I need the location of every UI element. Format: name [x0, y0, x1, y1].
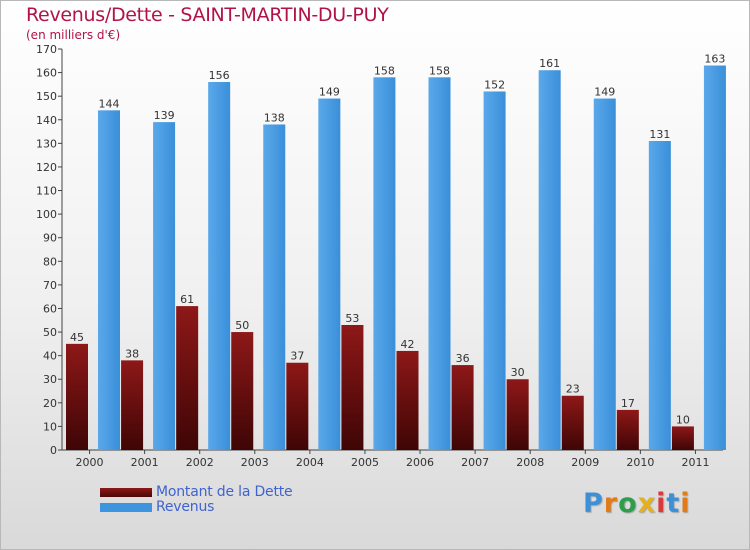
x-tick-label: 2001	[131, 456, 159, 469]
data-label-revenue: 144	[99, 97, 120, 110]
data-label-debt: 36	[456, 352, 470, 365]
y-tick-label: 120	[36, 161, 57, 174]
data-label-revenue: 139	[154, 109, 175, 122]
x-tick-label: 2010	[626, 456, 654, 469]
legend-label-revenue: Revenus	[156, 499, 215, 515]
x-tick-label: 2000	[76, 456, 104, 469]
data-label-debt: 30	[511, 366, 525, 379]
x-tick-label: 2006	[406, 456, 434, 469]
logo-letter: i	[656, 488, 667, 519]
bar-debt	[66, 343, 88, 450]
logo-letter: x	[637, 488, 657, 519]
bar-debt	[121, 360, 144, 450]
x-tick-label: 2004	[296, 456, 324, 469]
bar-debt	[341, 324, 364, 450]
bar-revenue	[373, 77, 396, 451]
y-tick-label: 0	[50, 444, 57, 457]
data-label-revenue: 163	[704, 53, 725, 66]
data-label-revenue: 138	[264, 111, 285, 124]
y-tick-label: 140	[36, 114, 57, 127]
bars: 45 144 38 139 61 156 50 138 37 149 53 158 42 158 36 152…	[66, 53, 726, 451]
bar-debt	[561, 395, 584, 450]
bar-debt	[231, 332, 254, 450]
y-tick-label: 170	[36, 43, 57, 56]
x-tick-label: 2011	[681, 456, 709, 469]
bar-revenue	[428, 77, 451, 451]
bar-debt	[396, 350, 419, 450]
bar-debt	[671, 426, 694, 450]
logo-letter: i	[680, 488, 691, 519]
bar-revenue	[538, 70, 561, 451]
proxiti-logo: Proxiti	[583, 488, 691, 519]
logo-letter: r	[603, 488, 619, 519]
data-label-debt: 23	[566, 383, 580, 396]
bar-revenue	[593, 98, 616, 451]
y-tick-label: 50	[43, 326, 57, 339]
data-label-debt: 45	[70, 331, 84, 344]
data-label-revenue: 131	[649, 128, 670, 141]
y-tick-label: 110	[36, 185, 57, 198]
data-label-debt: 61	[180, 293, 194, 306]
data-label-debt: 38	[125, 347, 139, 360]
chart-title: Revenus/Dette - SAINT-MARTIN-DU-PUY	[26, 4, 389, 26]
data-label-debt: 53	[345, 312, 359, 325]
data-label-debt: 17	[621, 397, 635, 410]
data-label-revenue: 158	[374, 64, 395, 77]
legend-swatch-revenue	[100, 503, 152, 512]
y-tick-label: 130	[36, 137, 57, 150]
bar-debt	[616, 409, 639, 450]
bar-revenue	[208, 82, 231, 450]
logo-letter: P	[583, 488, 604, 519]
y-tick-label: 160	[36, 67, 57, 80]
bar-revenue	[153, 122, 176, 450]
bar-revenue	[318, 98, 341, 451]
y-tick-label: 10	[43, 420, 57, 433]
legend-swatch-debt	[100, 488, 152, 497]
data-label-revenue: 149	[594, 86, 615, 99]
bar-revenue	[648, 140, 671, 450]
y-tick-label: 80	[43, 255, 57, 268]
bar-debt	[451, 365, 474, 450]
logo-letter: o	[618, 488, 638, 519]
bar-revenue	[483, 91, 506, 450]
data-label-revenue: 156	[209, 69, 230, 82]
y-tick-label: 100	[36, 208, 57, 221]
y-tick-label: 60	[43, 302, 57, 315]
x-tick-label: 2007	[461, 456, 489, 469]
y-tick-label: 150	[36, 90, 57, 103]
data-label-revenue: 152	[484, 78, 505, 91]
data-label-revenue: 158	[429, 64, 450, 77]
logo-letter: t	[666, 488, 681, 519]
y-tick-label: 90	[43, 232, 57, 245]
bar-revenue	[263, 124, 286, 450]
x-tick-label: 2009	[571, 456, 599, 469]
y-tick-label: 20	[43, 397, 57, 410]
data-label-debt: 37	[290, 350, 304, 363]
bar-debt	[176, 306, 199, 450]
x-tick-label: 2002	[186, 456, 214, 469]
bar-debt	[286, 362, 309, 450]
y-tick-label: 70	[43, 279, 57, 292]
data-label-debt: 10	[676, 413, 690, 426]
y-tick-label: 30	[43, 373, 57, 386]
legend-label-debt: Montant de la Dette	[156, 484, 293, 500]
data-label-debt: 50	[235, 319, 249, 332]
data-label-revenue: 149	[319, 86, 340, 99]
unit-label: (en milliers d'€)	[26, 28, 121, 42]
data-label-revenue: 161	[539, 57, 560, 70]
bar-debt	[506, 379, 529, 450]
x-tick-label: 2003	[241, 456, 269, 469]
x-tick-label: 2005	[351, 456, 379, 469]
x-tick-label: 2008	[516, 456, 544, 469]
data-label-debt: 42	[401, 338, 415, 351]
bar-revenue	[703, 65, 726, 450]
y-tick-label: 40	[43, 350, 57, 363]
bar-revenue	[98, 110, 120, 451]
